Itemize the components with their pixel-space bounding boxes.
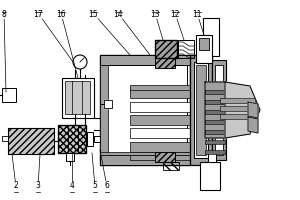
Text: 6: 6 <box>105 181 110 190</box>
Bar <box>100 152 190 155</box>
Bar <box>205 150 225 154</box>
Bar <box>203 18 219 56</box>
Bar <box>205 90 225 94</box>
Bar <box>205 130 225 134</box>
Polygon shape <box>104 100 112 108</box>
Bar <box>208 152 216 162</box>
Bar <box>194 62 208 158</box>
Bar <box>220 98 255 103</box>
Bar <box>130 155 205 160</box>
Bar <box>163 162 179 170</box>
Circle shape <box>73 55 87 69</box>
Bar <box>100 55 190 65</box>
Bar <box>8 128 54 154</box>
Bar <box>66 153 74 161</box>
Bar <box>220 106 255 111</box>
Bar <box>205 140 225 144</box>
Text: 13: 13 <box>150 10 160 19</box>
Text: 14: 14 <box>113 10 123 19</box>
Text: 8: 8 <box>2 10 6 19</box>
Bar <box>205 110 225 114</box>
Bar <box>196 65 206 155</box>
Bar <box>155 40 177 58</box>
Bar <box>103 65 187 155</box>
Text: 5: 5 <box>93 181 98 190</box>
Text: 17: 17 <box>33 10 43 19</box>
Bar <box>130 85 205 90</box>
Bar <box>215 65 223 155</box>
Bar <box>94 136 100 142</box>
Bar <box>205 120 225 124</box>
Bar <box>220 114 255 119</box>
Bar <box>178 40 194 58</box>
Bar <box>130 142 205 152</box>
Bar <box>62 78 94 118</box>
Bar <box>190 55 212 165</box>
Bar <box>100 155 190 165</box>
Bar <box>212 60 226 160</box>
Bar <box>155 40 177 58</box>
Text: 12: 12 <box>170 10 180 19</box>
Polygon shape <box>248 117 258 133</box>
Bar <box>200 162 220 190</box>
Text: 3: 3 <box>36 181 40 190</box>
Bar <box>199 38 209 50</box>
Text: 15: 15 <box>88 10 98 19</box>
Bar <box>130 115 205 125</box>
Polygon shape <box>205 82 232 138</box>
Polygon shape <box>225 82 260 138</box>
Bar <box>100 55 190 165</box>
Bar <box>155 152 175 162</box>
Text: 4: 4 <box>70 181 74 190</box>
Text: 2: 2 <box>14 181 18 190</box>
Bar <box>2 88 16 102</box>
Bar <box>205 100 225 104</box>
Bar <box>58 125 86 153</box>
Bar <box>130 88 205 98</box>
Bar <box>196 35 212 63</box>
Bar <box>130 128 205 138</box>
Bar <box>65 81 90 114</box>
Bar <box>8 128 54 154</box>
Text: 16: 16 <box>56 10 66 19</box>
Bar <box>2 136 8 141</box>
Text: 11: 11 <box>192 10 202 19</box>
Bar <box>58 125 86 153</box>
Bar <box>100 65 108 155</box>
Bar <box>155 58 175 68</box>
Polygon shape <box>248 102 258 118</box>
Bar <box>87 132 93 146</box>
Bar <box>130 102 205 112</box>
